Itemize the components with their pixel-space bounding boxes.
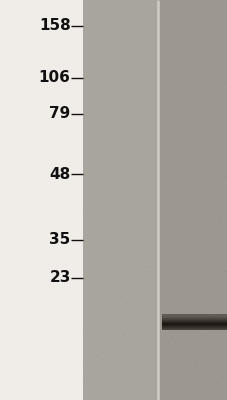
Bar — [161, 325, 227, 326]
Bar — [161, 315, 227, 316]
Bar — [161, 320, 227, 321]
Text: 158: 158 — [39, 18, 70, 34]
Text: 48: 48 — [49, 166, 70, 182]
Text: 106: 106 — [39, 70, 70, 86]
Bar — [161, 329, 227, 330]
Text: 79: 79 — [49, 106, 70, 122]
Bar — [161, 321, 227, 322]
Bar — [161, 319, 227, 320]
Bar — [161, 327, 227, 328]
Bar — [161, 323, 227, 324]
Bar — [161, 316, 227, 317]
Bar — [161, 317, 227, 318]
Bar — [158, 0, 227, 400]
Bar — [161, 314, 227, 315]
Bar — [161, 326, 227, 327]
Bar — [161, 322, 227, 323]
Bar — [83, 0, 158, 400]
Bar — [161, 318, 227, 319]
Bar — [161, 324, 227, 325]
Text: 23: 23 — [49, 270, 70, 286]
Bar — [0, 0, 83, 400]
Bar — [161, 328, 227, 329]
Text: 35: 35 — [49, 232, 70, 248]
